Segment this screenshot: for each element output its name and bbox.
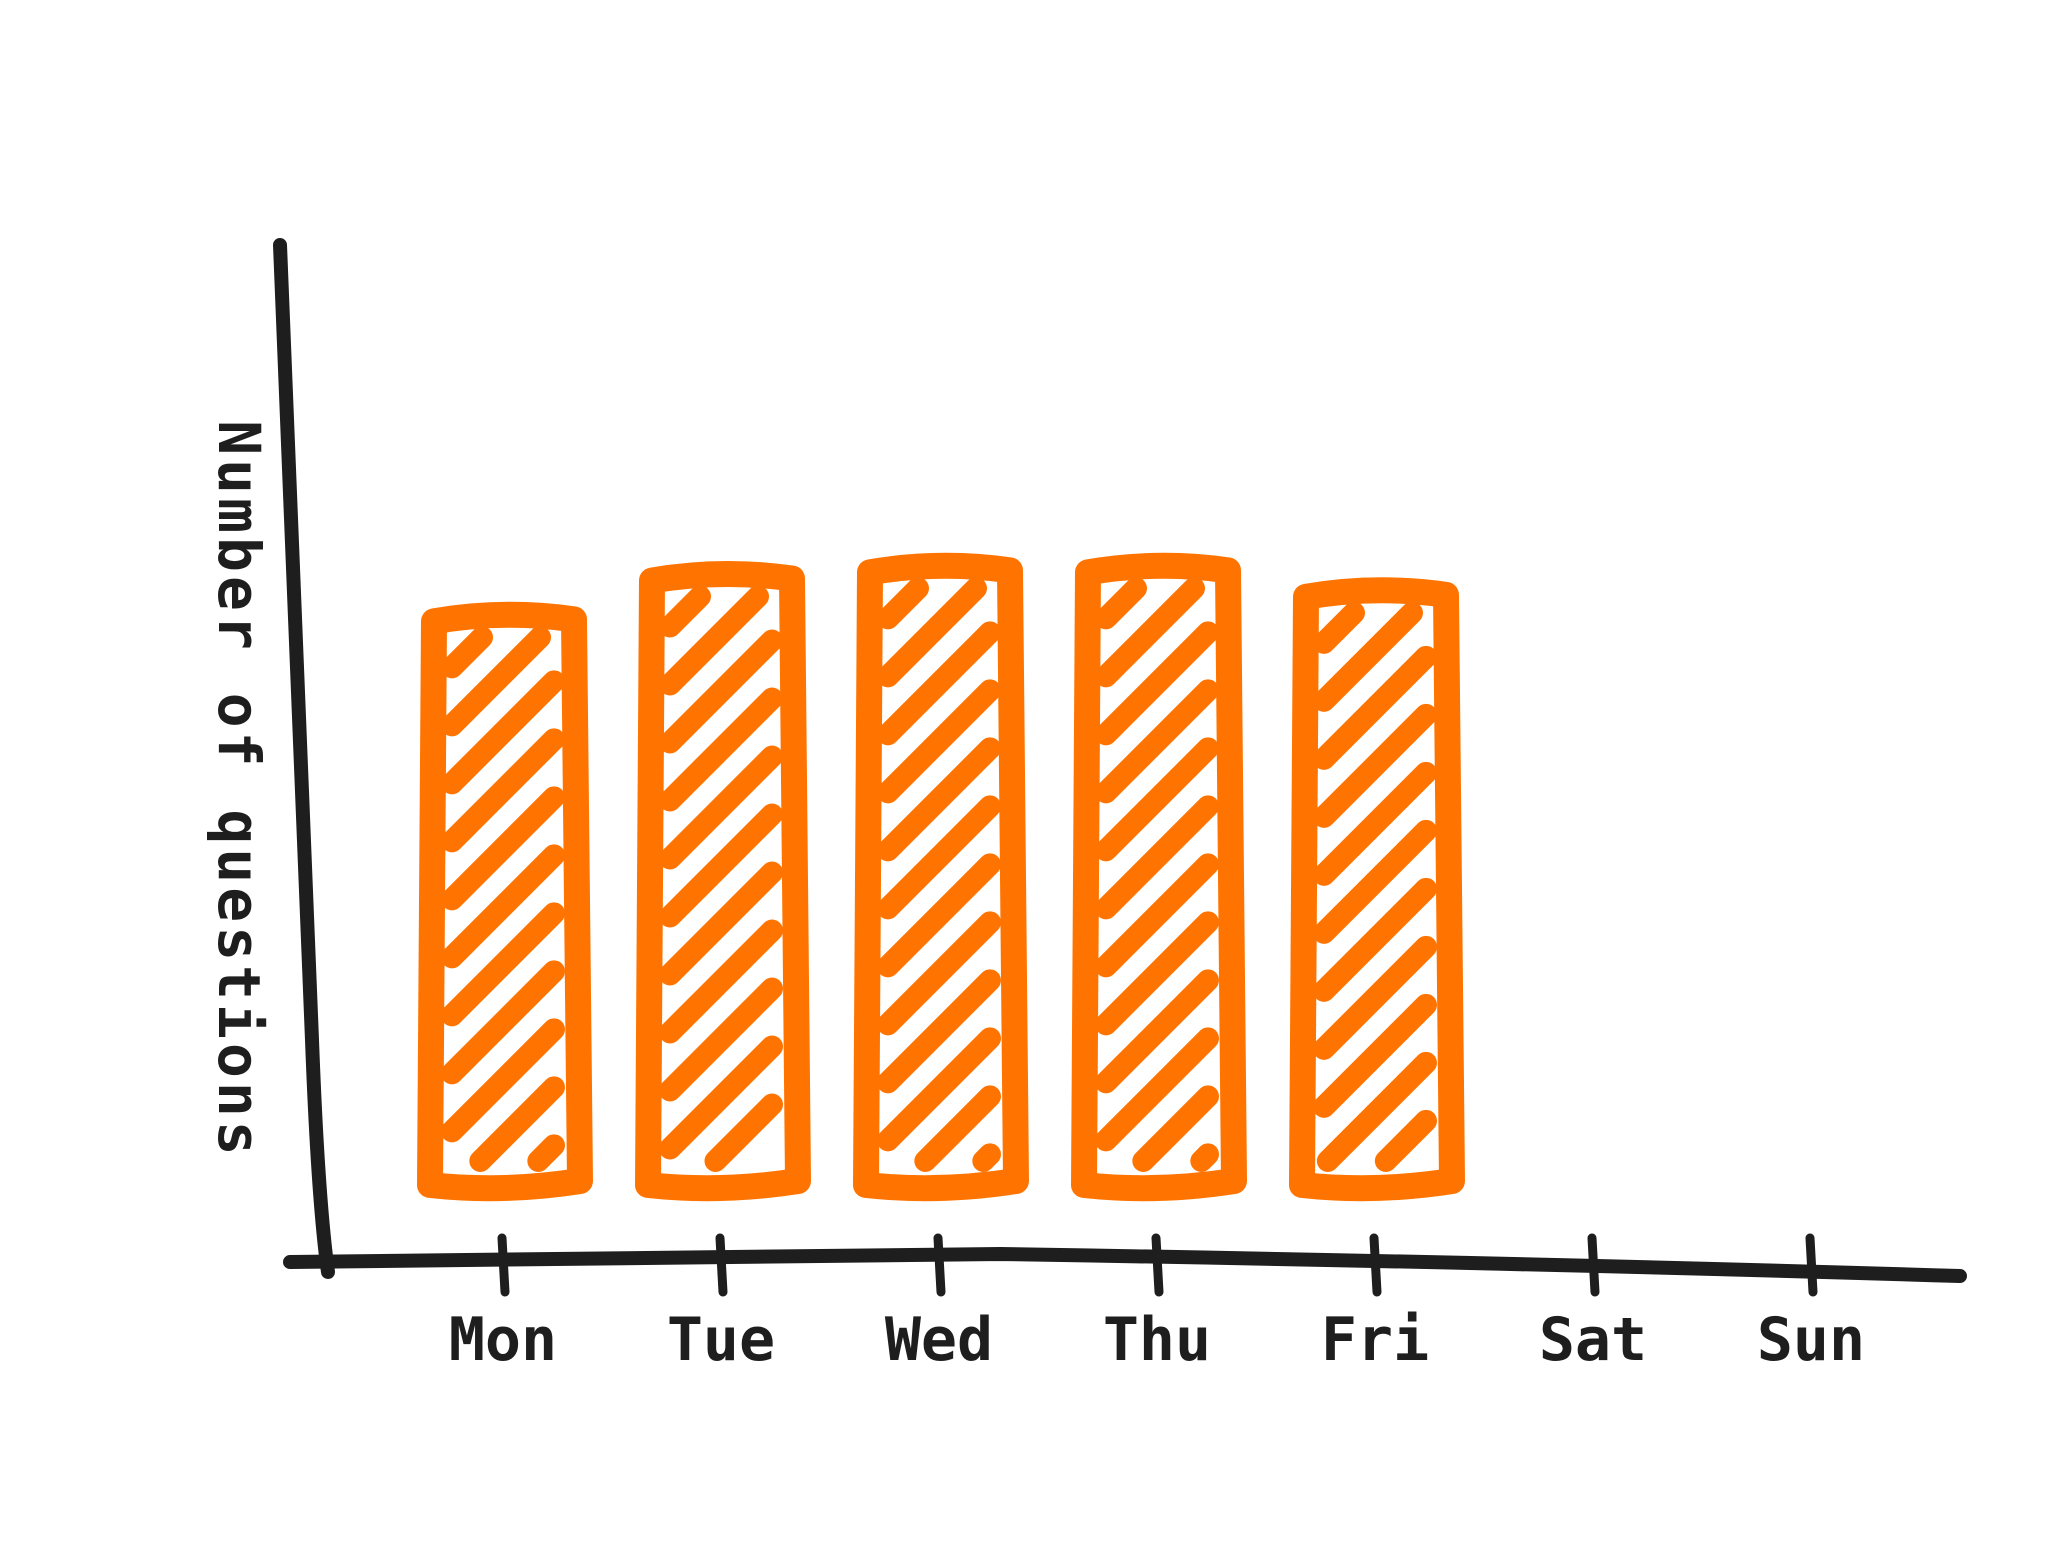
bars-layer [417, 552, 1465, 1202]
x-tick-fri [1369, 1233, 1382, 1297]
bar-wed [853, 552, 1029, 1202]
bar-tue [635, 560, 811, 1202]
ticks-layer [497, 1233, 1818, 1297]
x-tick-tue [715, 1233, 728, 1297]
x-tick-sun [1805, 1233, 1818, 1297]
x-tick-label-wed: Wed [885, 1305, 993, 1375]
x-tick-label-thu: Thu [1103, 1305, 1211, 1375]
bar-mon [417, 601, 593, 1202]
labels-layer: Mon Tue Wed Thu Fri Sat Sun [449, 1305, 1865, 1375]
bar-thu [1071, 552, 1247, 1202]
x-tick-label-tue: Tue [667, 1305, 775, 1375]
x-tick-label-sun: Sun [1757, 1305, 1865, 1375]
x-tick-label-mon: Mon [449, 1305, 557, 1375]
x-tick-thu [1151, 1233, 1164, 1297]
y-axis-label: Number of questions [205, 420, 273, 1159]
x-tick-mon [497, 1233, 510, 1297]
x-axis [283, 1246, 1967, 1283]
x-tick-label-sat: Sat [1539, 1305, 1647, 1375]
y-axis [273, 238, 335, 1279]
x-tick-label-fri: Fri [1321, 1305, 1429, 1375]
x-tick-wed [933, 1233, 946, 1297]
bar-fri [1289, 577, 1465, 1202]
x-tick-sat [1587, 1233, 1600, 1297]
